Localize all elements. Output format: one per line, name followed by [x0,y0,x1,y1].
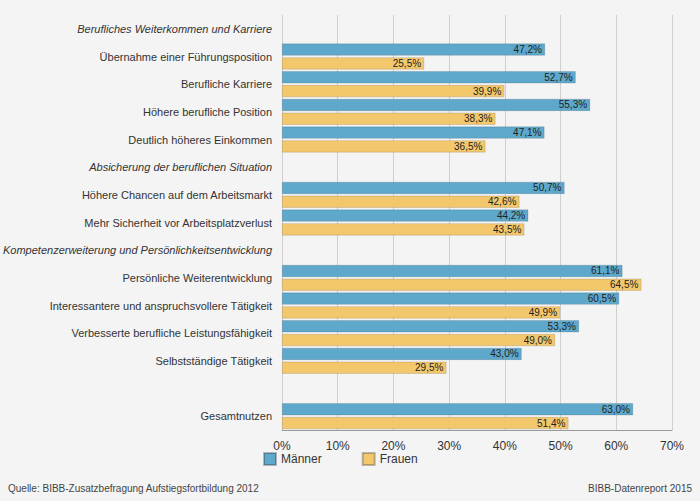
svg-text:49,0%: 49,0% [524,335,552,346]
svg-text:Deutlich höheres Einkommen: Deutlich höheres Einkommen [128,134,272,146]
svg-text:61,1%: 61,1% [591,265,619,276]
svg-text:Mehr Sicherheit vor Arbeitspla: Mehr Sicherheit vor Arbeitsplatzverlust [84,217,272,229]
svg-text:Übernahme einer Führungspositi: Übernahme einer Führungsposition [100,51,272,63]
svg-text:49,9%: 49,9% [529,307,557,318]
svg-text:Höhere Chancen auf dem Arbeits: Höhere Chancen auf dem Arbeitsmarkt [82,189,272,201]
svg-text:42,6%: 42,6% [488,196,516,207]
svg-text:Absicherung der beruflichen Si: Absicherung der beruflichen Situation [88,161,272,173]
svg-text:52,7%: 52,7% [544,72,572,83]
svg-text:40%: 40% [493,439,517,453]
svg-text:60,5%: 60,5% [588,293,616,304]
svg-text:29,5%: 29,5% [415,362,443,373]
svg-text:47,2%: 47,2% [514,44,542,55]
svg-text:Höhere berufliche Position: Höhere berufliche Position [143,106,272,118]
svg-text:Gesamtnutzen: Gesamtnutzen [200,410,272,422]
svg-text:64,5%: 64,5% [610,279,638,290]
svg-text:44,2%: 44,2% [497,210,525,221]
svg-text:10%: 10% [326,439,350,453]
svg-text:70%: 70% [660,439,684,453]
svg-text:20%: 20% [381,439,405,453]
svg-text:43,0%: 43,0% [490,348,518,359]
svg-text:BIBB-Datenreport 2015: BIBB-Datenreport 2015 [588,483,692,494]
svg-text:63,0%: 63,0% [602,404,630,415]
svg-text:53,3%: 53,3% [548,321,576,332]
svg-text:43,5%: 43,5% [493,224,521,235]
svg-text:50,7%: 50,7% [533,182,561,193]
svg-text:Verbesserte berufliche Leistun: Verbesserte berufliche Leistungsfähigkei… [71,327,272,339]
svg-text:47,1%: 47,1% [513,127,541,138]
svg-text:55,3%: 55,3% [559,99,587,110]
svg-text:Berufliches Weiterkommen und K: Berufliches Weiterkommen und Karriere [77,23,272,35]
svg-text:50%: 50% [549,439,573,453]
svg-text:30%: 30% [437,439,461,453]
svg-text:Quelle: BIBB-Zusatzbefragung A: Quelle: BIBB-Zusatzbefragung Aufstiegsfo… [8,483,259,494]
svg-text:38,3%: 38,3% [464,113,492,124]
svg-text:Interessantere und anspruchsvo: Interessantere und anspruchsvollere Täti… [50,300,272,312]
svg-text:51,4%: 51,4% [537,418,565,429]
svg-text:Selbstständige Tätigkeit: Selbstständige Tätigkeit [155,355,272,367]
svg-text:Kompetenzerweiterung und Persö: Kompetenzerweiterung und Persönlichkeits… [3,244,273,256]
svg-text:36,5%: 36,5% [454,141,482,152]
svg-text:39,9%: 39,9% [473,86,501,97]
svg-text:60%: 60% [604,439,628,453]
svg-text:25,5%: 25,5% [393,58,421,69]
svg-text:Berufliche Karriere: Berufliche Karriere [181,78,272,90]
svg-text:0%: 0% [273,439,291,453]
svg-text:Frauen: Frauen [380,452,418,466]
svg-text:Männer: Männer [281,452,322,466]
svg-text:Persönliche Weiterentwicklung: Persönliche Weiterentwicklung [122,272,272,284]
